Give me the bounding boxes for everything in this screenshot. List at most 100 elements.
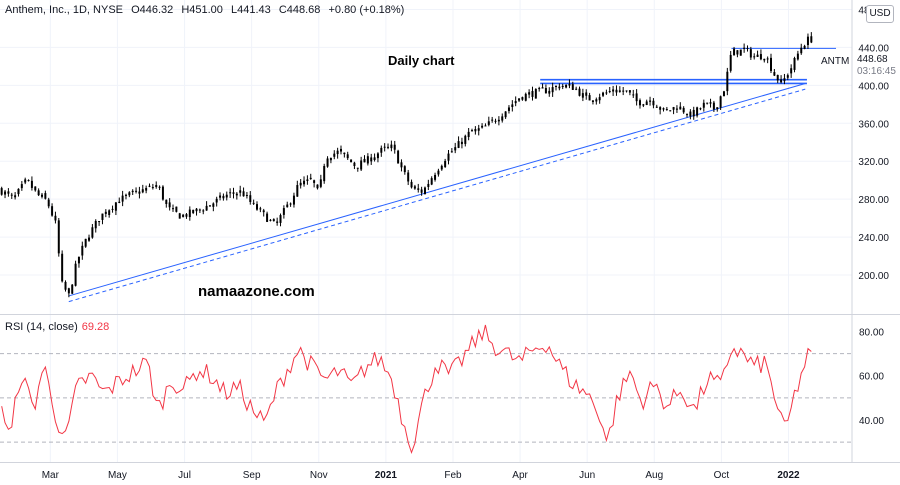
candle-body (407, 172, 410, 182)
legend-change: +0.80 (+0.18%) (328, 4, 405, 16)
candle-body (145, 187, 148, 191)
rsi-tick-label: 60.00 (859, 372, 884, 383)
candle-body (430, 178, 433, 185)
candle-body (165, 199, 168, 204)
candle-body (40, 194, 43, 197)
candle-body (692, 109, 695, 117)
candle-body (158, 186, 161, 188)
candle-body (591, 100, 594, 103)
rsi-legend[interactable]: RSI (14, close) 69.28 (5, 321, 109, 333)
candle-body (528, 92, 531, 95)
candle-body (245, 194, 248, 196)
candle-body (306, 179, 309, 182)
candle-body (61, 253, 64, 282)
candlestick-series (0, 32, 813, 298)
x-tick-label: Feb (444, 470, 462, 481)
candle-body (64, 281, 67, 290)
rsi-line (1, 324, 812, 455)
candle-body (101, 213, 104, 220)
candle-body (581, 93, 584, 98)
candle-body (759, 54, 762, 60)
candle-body (511, 104, 514, 108)
candle-body (481, 125, 484, 128)
x-tick-label: Nov (310, 470, 328, 481)
x-tick-label: Aug (645, 470, 663, 481)
candle-body (138, 191, 141, 194)
candle-body (561, 85, 564, 87)
candle-body (602, 92, 605, 96)
candle-body (733, 48, 736, 56)
candle-body (649, 100, 652, 102)
candle-body (477, 128, 480, 131)
candle-body (219, 195, 222, 198)
price-tick-label: 320.00 (858, 157, 889, 168)
candle-body (702, 102, 705, 108)
candle-body (507, 107, 510, 111)
candle-body (393, 144, 396, 150)
candle-body (504, 111, 507, 118)
candle-body (67, 288, 70, 294)
candle-body (114, 202, 117, 211)
candle-body (98, 221, 101, 223)
candle-body (605, 92, 608, 94)
candle-body (551, 87, 554, 93)
candle-body (397, 150, 400, 164)
candle-body (380, 147, 383, 153)
candle-body (632, 94, 635, 96)
candle-body (222, 195, 225, 199)
candle-body (645, 101, 648, 106)
price-tick-label: 400.00 (858, 81, 889, 92)
x-tick-label: Oct (714, 470, 730, 481)
x-tick-label: 2022 (777, 470, 800, 481)
candle-body (172, 208, 175, 210)
candle-body (195, 208, 198, 212)
candle-body (235, 193, 238, 196)
candle-body (309, 177, 312, 179)
candle-body (279, 215, 282, 223)
candle-body (578, 88, 581, 96)
candle-body (595, 99, 598, 102)
watermark-text: namaazone.com (198, 283, 315, 300)
candle-body (400, 162, 403, 168)
candle-body (437, 170, 440, 175)
candle-body (696, 107, 699, 116)
candle-body (346, 154, 349, 159)
trendlines (68, 47, 836, 303)
candle-body (615, 89, 618, 93)
rsi-series (0, 324, 852, 455)
candle-body (155, 185, 158, 188)
candle-body (232, 192, 235, 194)
candle-body (753, 56, 756, 58)
candle-body (471, 130, 474, 132)
candle-body (689, 111, 692, 117)
legend-open: O446.32 (131, 4, 174, 16)
candle-body (10, 194, 13, 196)
candle-body (366, 156, 369, 164)
candle-body (417, 188, 420, 190)
candle-body (749, 49, 752, 58)
candle-body (810, 36, 813, 43)
candle-body (356, 167, 359, 169)
candle-body (521, 97, 524, 100)
currency-button[interactable]: USD (866, 5, 894, 23)
candle-body (148, 185, 151, 187)
candle-body (131, 190, 134, 193)
candle-body (276, 221, 279, 223)
rsi-label: RSI (14, close) (5, 321, 78, 333)
candle-body (706, 102, 709, 104)
candle-body (558, 86, 561, 89)
candle-body (568, 84, 571, 86)
candle-body (531, 90, 534, 97)
candle-body (84, 238, 87, 247)
candle-body (252, 202, 255, 204)
candle-body (7, 191, 10, 194)
candle-body (269, 219, 272, 221)
symbol-legend[interactable]: Anthem, Inc., 1D, NYSE O446.32 H451.00 L… (5, 4, 409, 16)
candle-body (202, 210, 205, 212)
candle-body (625, 90, 628, 92)
rsi-tick-label: 40.00 (859, 416, 884, 427)
candle-body (756, 54, 759, 57)
candle-body (353, 162, 356, 167)
chart-annotation-title: Daily chart (388, 53, 455, 68)
